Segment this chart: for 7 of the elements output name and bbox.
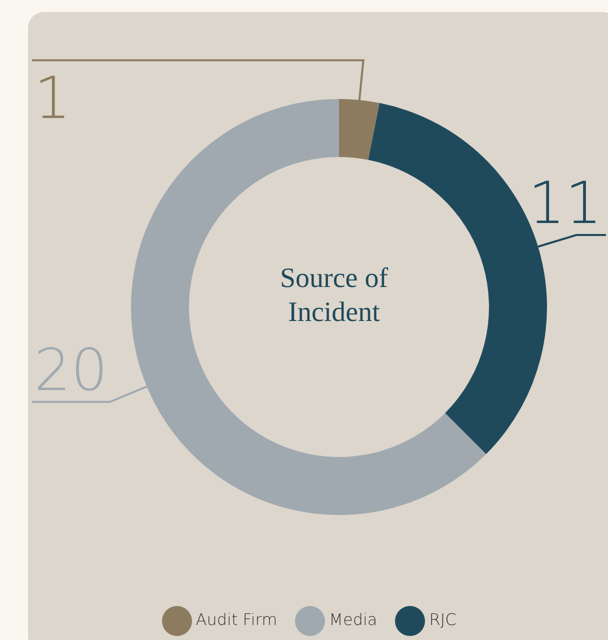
data-label: 20 [34, 336, 108, 404]
legend-label: RJC [429, 610, 456, 630]
legend-label: Media [329, 610, 378, 630]
data-label: 1 [34, 64, 71, 132]
legend-label: Audit Firm [196, 610, 278, 630]
text: Source of Incident [278, 262, 390, 330]
data-label: 11 [528, 169, 602, 238]
